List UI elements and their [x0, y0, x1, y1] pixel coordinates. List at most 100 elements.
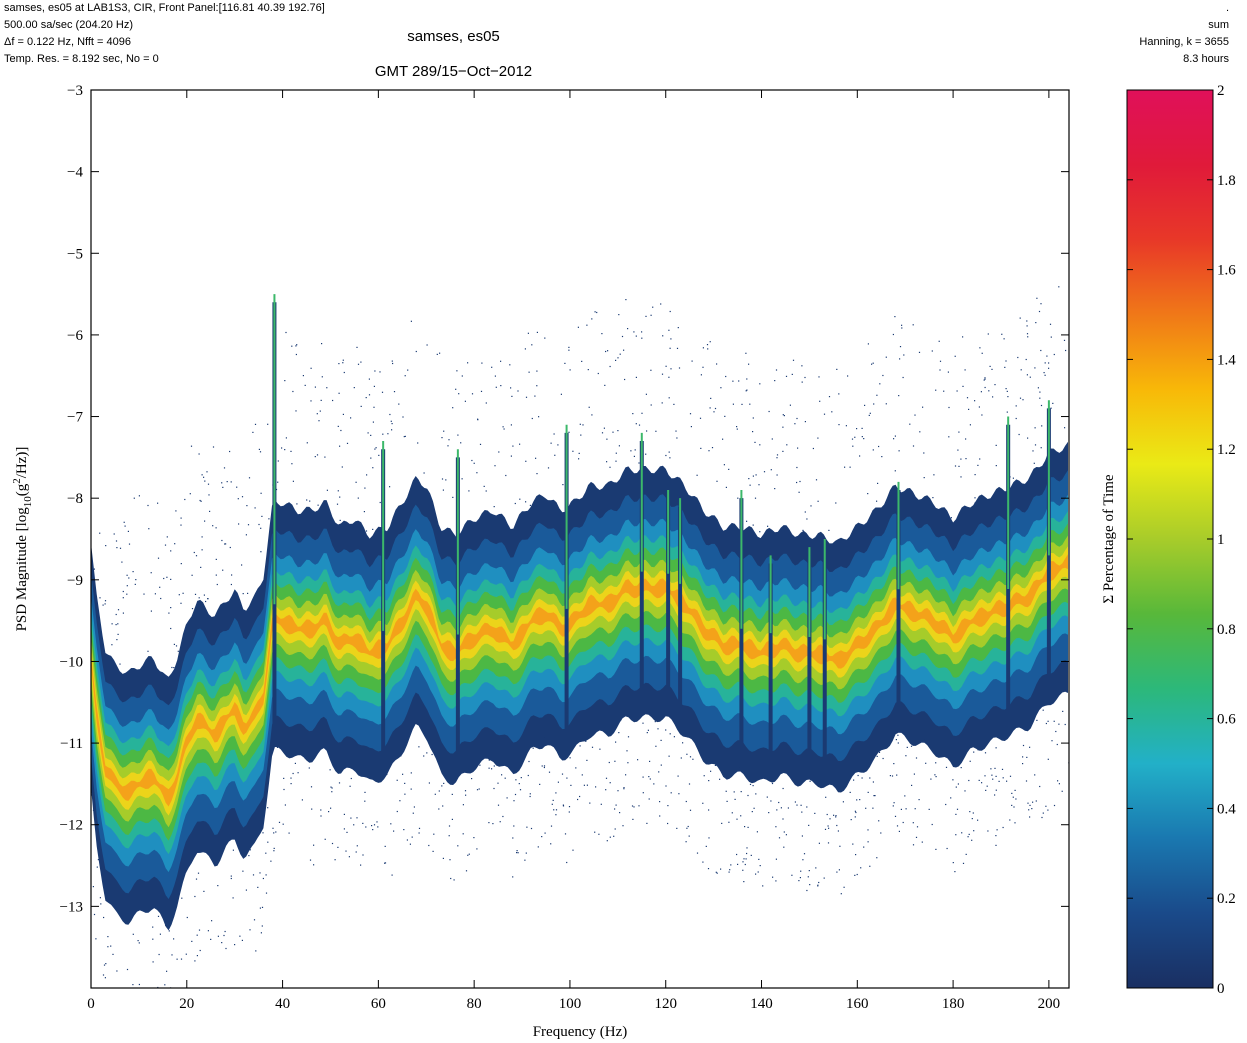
outlier-point — [912, 844, 915, 846]
density-band-3 — [91, 511, 1068, 855]
outlier-point — [146, 1001, 147, 1002]
outlier-point — [958, 465, 960, 467]
outlier-point — [97, 859, 99, 861]
outlier-point — [594, 311, 596, 313]
outlier-point — [314, 456, 316, 458]
outlier-point — [957, 449, 959, 451]
outlier-point — [515, 779, 517, 781]
outlier-point — [804, 376, 806, 379]
outlier-point — [729, 869, 731, 871]
outlier-point — [915, 836, 918, 838]
outlier-point — [935, 776, 937, 778]
outlier-point — [743, 881, 745, 883]
outlier-point — [559, 754, 561, 756]
outlier-point — [859, 455, 861, 457]
outlier-point — [452, 496, 454, 498]
outlier-point — [618, 314, 620, 316]
outlier-point — [1026, 756, 1028, 758]
outlier-point — [903, 354, 905, 356]
outlier-point — [212, 525, 214, 527]
outlier-point — [994, 767, 996, 769]
outlier-point — [803, 853, 806, 855]
outlier-point — [956, 390, 958, 392]
outlier-point — [754, 497, 757, 499]
outlier-point — [868, 414, 870, 416]
outlier-point — [1007, 396, 1009, 398]
outlier-point — [231, 574, 233, 576]
header-info-left: samses, es05 at LAB1S3, CIR, Front Panel… — [4, 0, 325, 68]
outlier-point — [411, 836, 413, 838]
outlier-point — [988, 390, 990, 392]
outlier-point — [996, 829, 998, 831]
outlier-point — [135, 579, 137, 581]
outlier-point — [265, 892, 268, 894]
outlier-point — [473, 837, 475, 839]
outlier-point — [1029, 477, 1031, 479]
outlier-point — [705, 845, 707, 847]
outlier-point — [615, 359, 617, 361]
outlier-point — [895, 739, 897, 741]
header-right-line: sum — [1208, 19, 1229, 31]
colorbar-tick-label: 1.4 — [1217, 352, 1236, 368]
outlier-point — [550, 825, 553, 827]
y-tick-label: −12 — [60, 818, 83, 834]
outlier-point — [974, 497, 976, 499]
outlier-point — [688, 783, 691, 785]
outlier-point — [174, 543, 176, 545]
outlier-point — [373, 385, 375, 387]
outlier-point — [935, 762, 937, 764]
outlier-point — [677, 327, 679, 329]
outlier-point — [1026, 374, 1028, 376]
outlier-point — [1035, 322, 1037, 324]
density-band-5 — [91, 535, 1068, 828]
outlier-point — [558, 753, 560, 755]
outlier-point — [615, 460, 617, 462]
outlier-point — [754, 441, 756, 443]
outlier-point — [460, 442, 462, 444]
outlier-point — [543, 766, 545, 769]
outlier-point — [230, 877, 232, 880]
outlier-point — [627, 328, 629, 330]
outlier-point — [258, 448, 260, 450]
outlier-point — [715, 871, 717, 873]
outlier-point — [667, 805, 669, 807]
outlier-point — [260, 492, 262, 494]
outlier-point — [728, 468, 730, 470]
outlier-point — [541, 836, 543, 838]
outlier-point — [898, 450, 900, 452]
outlier-point — [579, 423, 581, 425]
outlier-point — [935, 848, 937, 850]
outlier-point — [901, 327, 903, 329]
outlier-point — [201, 536, 203, 538]
outlier-point — [96, 866, 98, 868]
outlier-point — [532, 747, 534, 749]
outlier-point — [921, 841, 923, 843]
outlier-point — [284, 380, 286, 382]
outlier-point — [840, 893, 842, 895]
outlier-point — [876, 500, 878, 502]
outlier-point — [677, 775, 679, 777]
outlier-point — [865, 807, 867, 809]
outlier-point — [591, 414, 593, 416]
outlier-point — [267, 423, 269, 425]
outlier-point — [178, 594, 180, 596]
outlier-point — [391, 874, 393, 876]
outlier-point — [794, 423, 796, 425]
outlier-point — [276, 746, 279, 748]
outlier-point — [230, 481, 232, 483]
outlier-point — [869, 777, 871, 779]
outlier-point — [972, 812, 974, 814]
outlier-point — [525, 460, 527, 462]
outlier-point — [968, 779, 970, 782]
outlier-point — [473, 462, 475, 464]
colorbar-tick-label: 1.8 — [1217, 173, 1236, 189]
outlier-point — [528, 371, 530, 373]
outlier-point — [995, 465, 997, 467]
outlier-point — [253, 919, 256, 921]
outlier-point — [343, 813, 345, 815]
outlier-point — [682, 742, 684, 744]
outlier-point — [794, 801, 796, 803]
x-tick-label: 180 — [942, 996, 965, 1012]
outlier-point — [873, 403, 875, 405]
outlier-point — [488, 822, 490, 824]
